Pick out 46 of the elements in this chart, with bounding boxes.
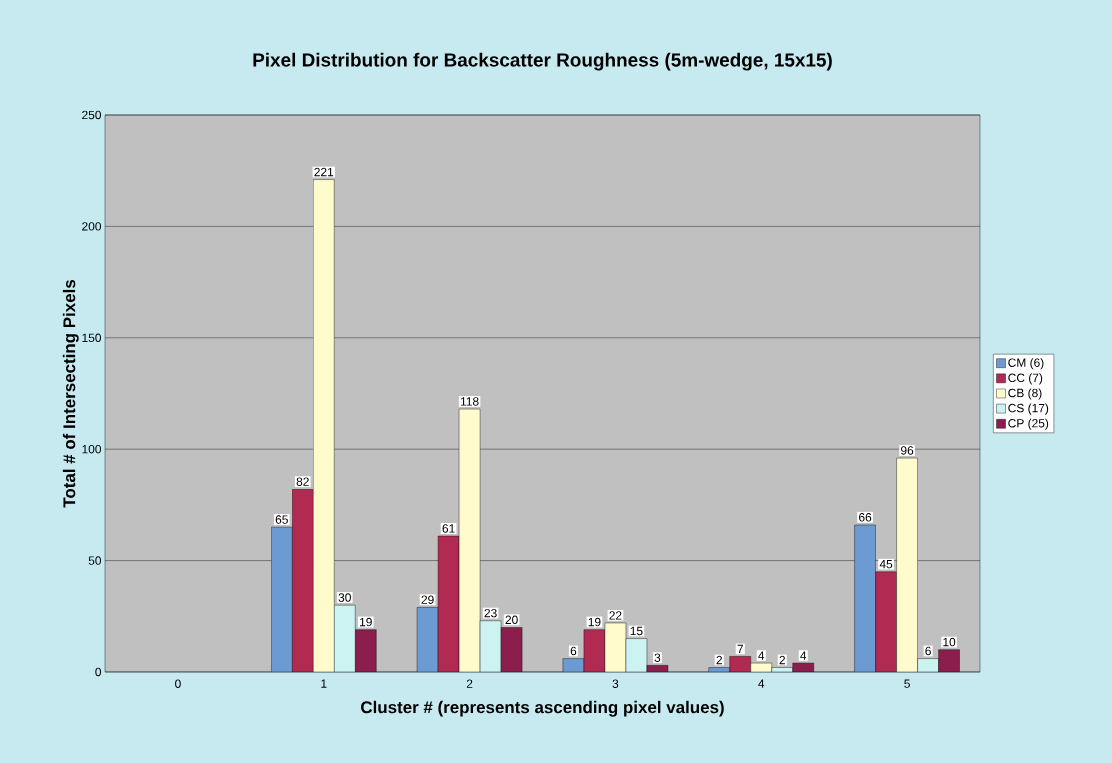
x-tick-label: 4	[758, 679, 765, 688]
data-label: 2	[716, 655, 722, 665]
bar	[334, 604, 356, 672]
data-label: 118	[460, 397, 479, 406]
legend-label: CM (6)	[1008, 358, 1044, 370]
data-label: 61	[442, 524, 455, 533]
data-label: 6	[925, 646, 931, 656]
x-tick-label: 0	[175, 679, 181, 688]
y-tick-label: 50	[88, 556, 102, 565]
x-axis-title: Cluster # (represents ascending pixel values)	[361, 700, 724, 717]
legend-label: CB (8)	[1008, 388, 1042, 400]
y-tick-label: 150	[82, 333, 102, 343]
data-label: 30	[338, 593, 351, 602]
data-label: 45	[879, 559, 893, 569]
x-tick-label: 2	[466, 679, 473, 688]
data-label: 7	[737, 644, 743, 653]
data-label: 2	[779, 655, 785, 665]
data-label: 4	[800, 651, 807, 660]
data-label: 96	[901, 446, 914, 455]
data-label: 19	[588, 617, 601, 627]
data-label: 20	[505, 615, 518, 625]
x-tick-label: 5	[904, 679, 910, 688]
data-label: 65	[275, 515, 288, 524]
y-tick-label: 200	[82, 222, 102, 231]
data-label: 66	[859, 513, 872, 522]
data-label: 19	[360, 617, 372, 627]
data-label: 4	[758, 651, 765, 660]
data-label: 3	[654, 653, 661, 662]
data-label: 23	[484, 608, 497, 618]
y-axis-title: Total # of Intersecting Pixels	[62, 279, 79, 508]
data-label: 221	[314, 167, 334, 177]
data-label: 15	[630, 626, 643, 636]
data-label: 10	[943, 637, 956, 647]
legend-label: CS (17)	[1008, 403, 1049, 415]
data-label: 29	[421, 595, 434, 604]
x-tick-label: 1	[321, 679, 327, 688]
x-tick-label: 3	[612, 679, 619, 688]
data-label: 82	[296, 477, 309, 486]
chart-title: Pixel Distribution for Backscatter Roughness (5m-wedge, 15x15)	[253, 52, 832, 71]
y-tick-label: 250	[82, 110, 102, 120]
data-label: 6	[570, 646, 577, 656]
data-label: 22	[609, 611, 622, 620]
y-tick-label: 0	[95, 667, 102, 677]
legend-label: CC (7)	[1008, 373, 1043, 385]
y-tick-label: 100	[82, 444, 102, 454]
legend-label: CP (25)	[1008, 418, 1049, 430]
